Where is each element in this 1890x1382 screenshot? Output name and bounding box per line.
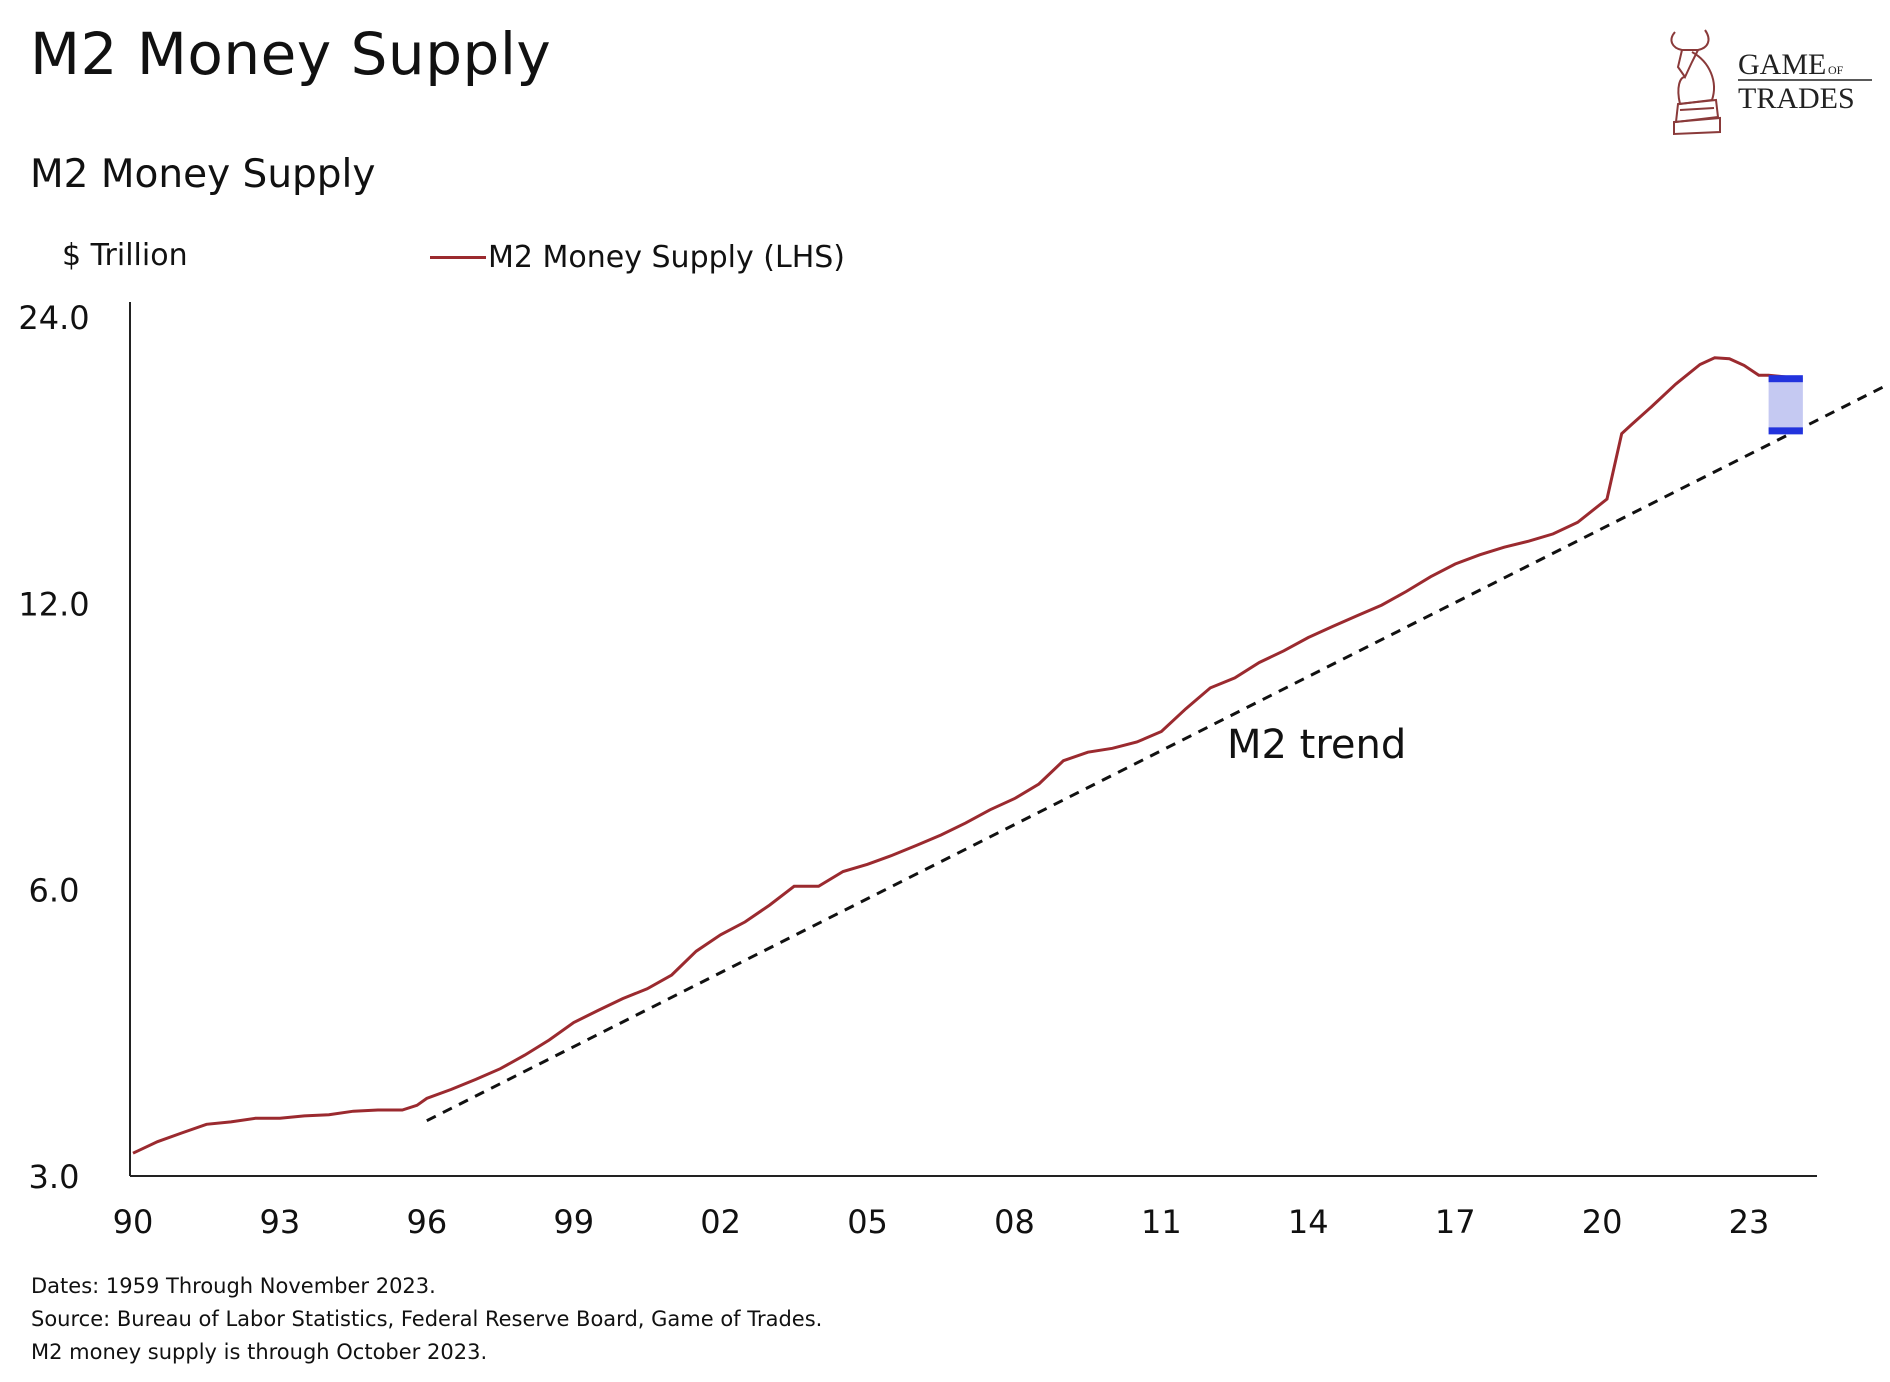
gap-marker-top: [1768, 375, 1803, 383]
x-tick-label: 20: [1582, 1203, 1623, 1241]
y-tick-label: 3.0: [29, 1158, 80, 1196]
svg-text:GAME: GAME: [1738, 48, 1826, 81]
x-tick-label: 08: [994, 1203, 1035, 1241]
legend-label: M2 Money Supply (LHS): [488, 240, 845, 275]
y-tick-label: 6.0: [29, 872, 80, 910]
y-tick-label: 12.0: [18, 585, 89, 623]
x-tick-label: 99: [553, 1203, 594, 1241]
trend-line: [426, 382, 1890, 1123]
svg-text:OF: OF: [1828, 63, 1844, 77]
y-tick-label: 24.0: [18, 299, 89, 337]
trend-label: M2 trend: [1227, 722, 1406, 768]
x-tick-label: 14: [1288, 1203, 1329, 1241]
svg-text:TRADES: TRADES: [1738, 82, 1855, 115]
footnote-source: Source: Bureau of Labor Statistics, Fede…: [31, 1307, 823, 1331]
y-axis-label: $ Trillion: [62, 238, 188, 273]
x-tick-label: 17: [1435, 1203, 1476, 1241]
x-tick-label: 90: [113, 1203, 154, 1241]
gap-marker-fill: [1768, 378, 1803, 432]
footnote-dates: Dates: 1959 Through November 2023.: [31, 1274, 436, 1298]
game-of-trades-logo: GAME OF TRADES: [1650, 22, 1880, 142]
bull-knight-logo-icon: GAME OF TRADES: [1670, 29, 1872, 136]
gap-marker-bottom: [1768, 427, 1803, 435]
x-tick-label: 11: [1141, 1203, 1182, 1241]
x-tick-label: 23: [1729, 1203, 1770, 1241]
footnote-m2: M2 money supply is through October 2023.: [31, 1340, 488, 1364]
legend: M2 Money Supply (LHS): [430, 240, 845, 275]
x-tick-label: 02: [700, 1203, 741, 1241]
x-tick-label: 93: [260, 1203, 301, 1241]
m2-series-line: [132, 356, 1789, 1155]
x-tick-label: 05: [847, 1203, 888, 1241]
x-tick-label: 96: [406, 1203, 447, 1241]
chart-title: M2 Money Supply: [30, 152, 376, 197]
page-title: M2 Money Supply: [30, 20, 552, 88]
legend-swatch: [430, 256, 486, 259]
